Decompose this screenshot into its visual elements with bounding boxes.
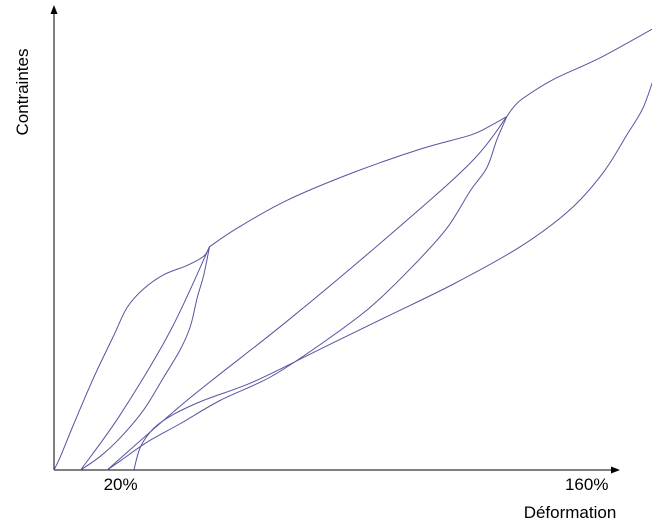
x-tick-labels: 20% 160%: [104, 475, 609, 494]
x-axis-label: Déformation: [524, 503, 617, 522]
curve-segment-8: [133, 81, 652, 471]
y-axis-label: Contraintes: [13, 49, 32, 136]
y-axis-arrow: [50, 5, 58, 14]
curve-segment-6: [106, 116, 508, 471]
axes: [50, 5, 620, 474]
x-tick-label: 20%: [104, 475, 138, 494]
x-tick-label: 160%: [565, 475, 608, 494]
curve-segment-7: [506, 28, 652, 117]
curve-segment-1: [53, 246, 210, 471]
x-axis-arrow: [611, 466, 620, 474]
curve-segment-5: [106, 116, 508, 471]
curve-segment-4: [209, 116, 508, 248]
hysteresis-curves: [53, 28, 652, 471]
curve-segment-3: [80, 246, 210, 471]
curve-segment-2: [80, 246, 210, 471]
